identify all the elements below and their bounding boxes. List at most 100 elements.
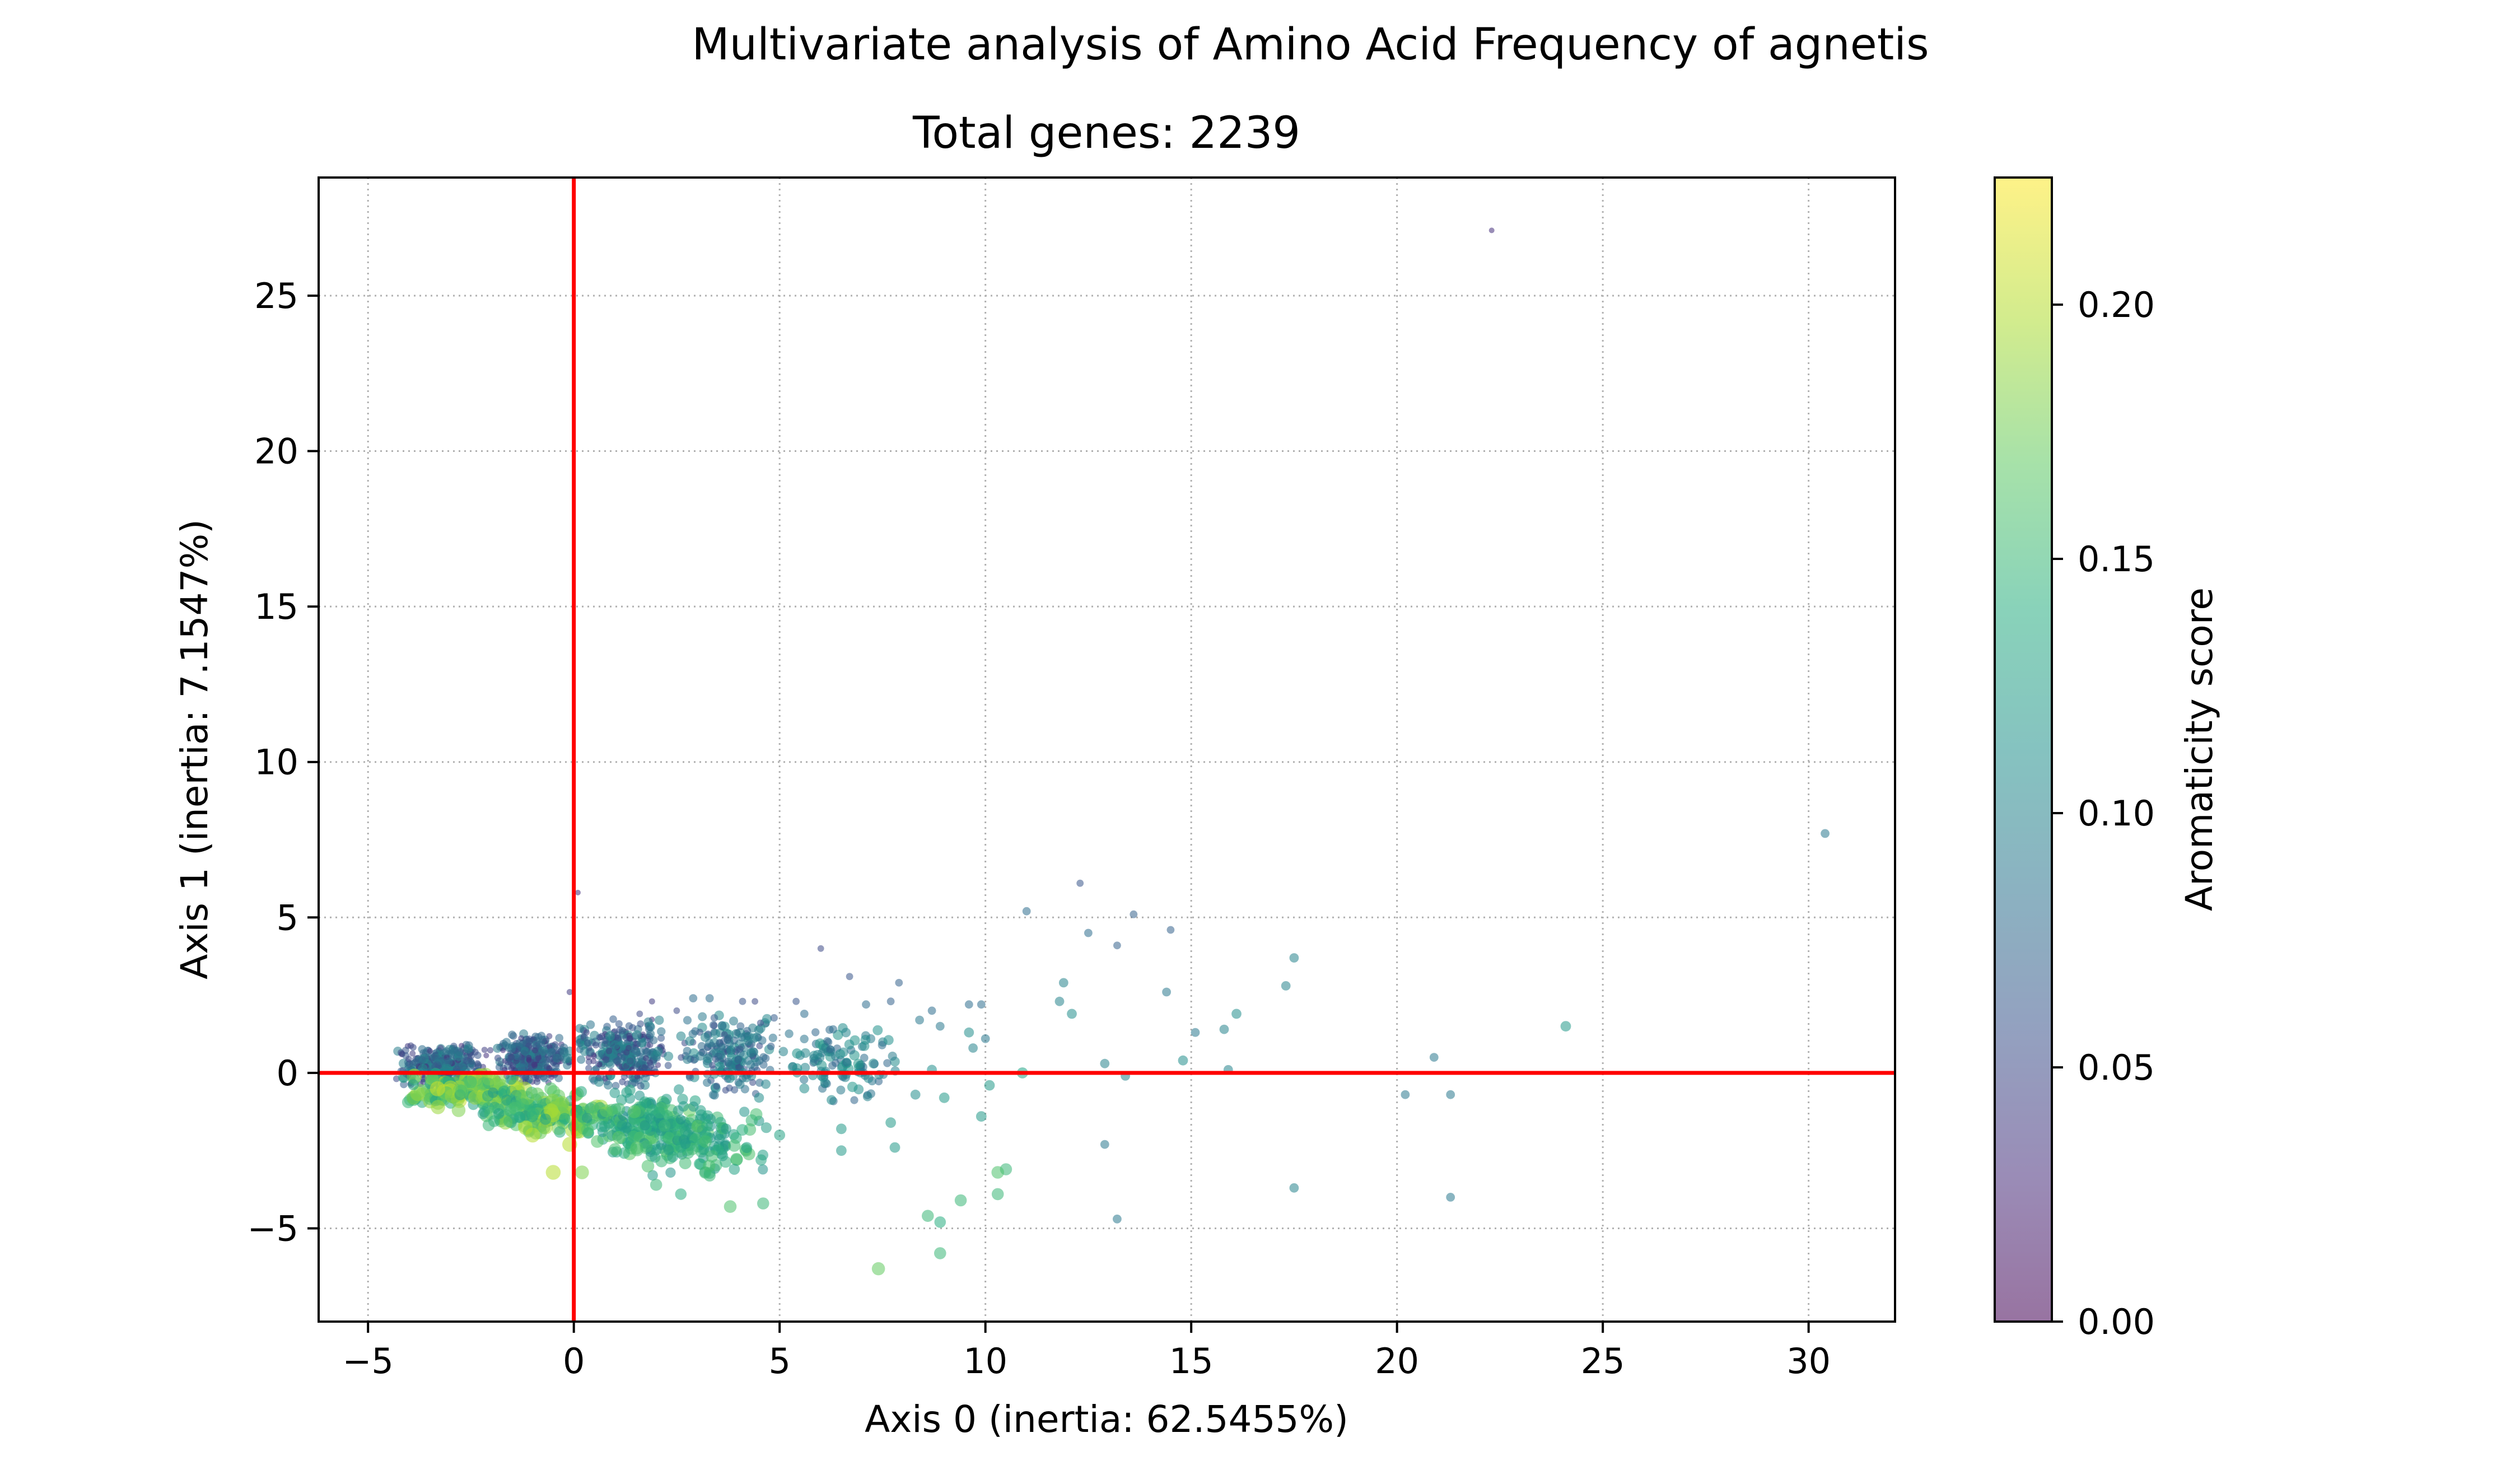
data-point bbox=[739, 997, 746, 1005]
data-point bbox=[627, 1130, 640, 1143]
data-point bbox=[883, 1035, 894, 1046]
data-point bbox=[746, 1060, 755, 1070]
data-point bbox=[883, 1059, 892, 1067]
data-point bbox=[850, 1096, 858, 1104]
data-point bbox=[730, 1152, 743, 1166]
data-point bbox=[761, 1079, 771, 1089]
data-point bbox=[800, 1034, 809, 1044]
data-point bbox=[629, 1024, 637, 1032]
colorbar-frame bbox=[1994, 176, 2053, 1323]
data-point bbox=[431, 1100, 445, 1114]
data-point bbox=[430, 1081, 445, 1096]
data-point bbox=[717, 1021, 727, 1030]
data-point bbox=[481, 1047, 488, 1053]
data-point bbox=[655, 1155, 668, 1168]
data-point bbox=[954, 1194, 967, 1207]
x-tick-label: 20 bbox=[1375, 1341, 1419, 1382]
data-point bbox=[488, 1087, 498, 1098]
data-point bbox=[862, 1091, 872, 1102]
data-point bbox=[829, 1025, 838, 1034]
data-point bbox=[500, 1047, 506, 1053]
data-point bbox=[609, 1015, 617, 1023]
data-point bbox=[631, 1079, 639, 1087]
data-point bbox=[1162, 987, 1172, 997]
data-point bbox=[594, 1077, 604, 1087]
data-point bbox=[646, 1029, 655, 1039]
data-point bbox=[653, 1047, 663, 1057]
data-point bbox=[735, 1063, 742, 1071]
data-point bbox=[538, 1035, 547, 1044]
data-point bbox=[516, 1098, 529, 1111]
data-point bbox=[518, 1056, 525, 1063]
data-point bbox=[770, 1014, 778, 1022]
data-point bbox=[591, 1135, 604, 1148]
data-point bbox=[487, 1047, 494, 1053]
data-point bbox=[872, 1025, 883, 1035]
data-point bbox=[875, 1077, 883, 1086]
data-point bbox=[844, 1039, 855, 1049]
data-point bbox=[934, 1216, 946, 1228]
data-point bbox=[526, 1057, 532, 1063]
y-tick-label: 15 bbox=[254, 586, 298, 627]
data-point bbox=[614, 1034, 622, 1042]
data-point bbox=[836, 1123, 847, 1135]
data-point bbox=[538, 1058, 547, 1067]
data-point bbox=[546, 1065, 553, 1072]
y-axis-label: Axis 1 (inertia: 7.1547%) bbox=[173, 519, 216, 979]
data-point bbox=[582, 1113, 592, 1123]
data-point bbox=[474, 1061, 482, 1069]
data-point bbox=[667, 1151, 678, 1163]
colorbar: 0.00 0.05 0.10 0.15 0.20 Aromaticity score bbox=[1994, 176, 2221, 1342]
data-point bbox=[758, 1164, 768, 1175]
chart-title: Multivariate analysis of Amino Acid Freq… bbox=[692, 20, 1929, 70]
data-point bbox=[889, 1142, 900, 1153]
data-point bbox=[1281, 981, 1291, 991]
data-point bbox=[870, 1060, 879, 1068]
data-point bbox=[514, 1111, 525, 1123]
data-point bbox=[673, 1105, 684, 1117]
data-point bbox=[520, 1047, 530, 1056]
data-point bbox=[518, 1035, 525, 1042]
data-point bbox=[665, 1167, 676, 1178]
data-point bbox=[586, 1020, 595, 1029]
data-point bbox=[691, 1119, 704, 1133]
data-point bbox=[654, 1015, 664, 1025]
data-point bbox=[498, 1085, 510, 1098]
data-point bbox=[643, 1017, 653, 1026]
data-point bbox=[981, 1034, 990, 1043]
data-point bbox=[612, 1131, 626, 1145]
data-point bbox=[610, 1040, 620, 1050]
data-point bbox=[658, 1119, 671, 1132]
colorbar-tick-label: 0.00 bbox=[2078, 1301, 2155, 1342]
x-tick-label: 30 bbox=[1786, 1341, 1831, 1382]
data-point bbox=[964, 1000, 973, 1009]
data-point bbox=[654, 1107, 666, 1119]
data-point bbox=[649, 1036, 658, 1044]
data-point bbox=[726, 1084, 733, 1092]
data-point bbox=[468, 1090, 483, 1105]
plot-area bbox=[318, 176, 1896, 1323]
data-point bbox=[755, 1154, 767, 1166]
data-point bbox=[436, 1056, 445, 1065]
data-point bbox=[703, 1078, 712, 1087]
data-point bbox=[885, 1117, 896, 1128]
data-point bbox=[816, 1060, 827, 1071]
data-point bbox=[632, 1030, 642, 1040]
data-point bbox=[754, 1025, 764, 1035]
data-point bbox=[505, 1058, 512, 1066]
data-point bbox=[915, 1015, 924, 1025]
data-point bbox=[799, 1083, 810, 1094]
data-point bbox=[701, 1119, 713, 1131]
data-point bbox=[636, 1010, 643, 1018]
data-point bbox=[716, 1039, 724, 1047]
y-tick-label: −5 bbox=[248, 1208, 298, 1249]
data-point bbox=[656, 1140, 667, 1150]
data-point bbox=[508, 1053, 515, 1061]
data-point bbox=[637, 1020, 644, 1028]
data-point bbox=[685, 1073, 694, 1081]
data-point bbox=[809, 1051, 819, 1061]
chart-subtitle: Total genes: 2239 bbox=[912, 108, 1300, 158]
data-point bbox=[724, 1057, 732, 1066]
data-point bbox=[558, 1113, 571, 1125]
